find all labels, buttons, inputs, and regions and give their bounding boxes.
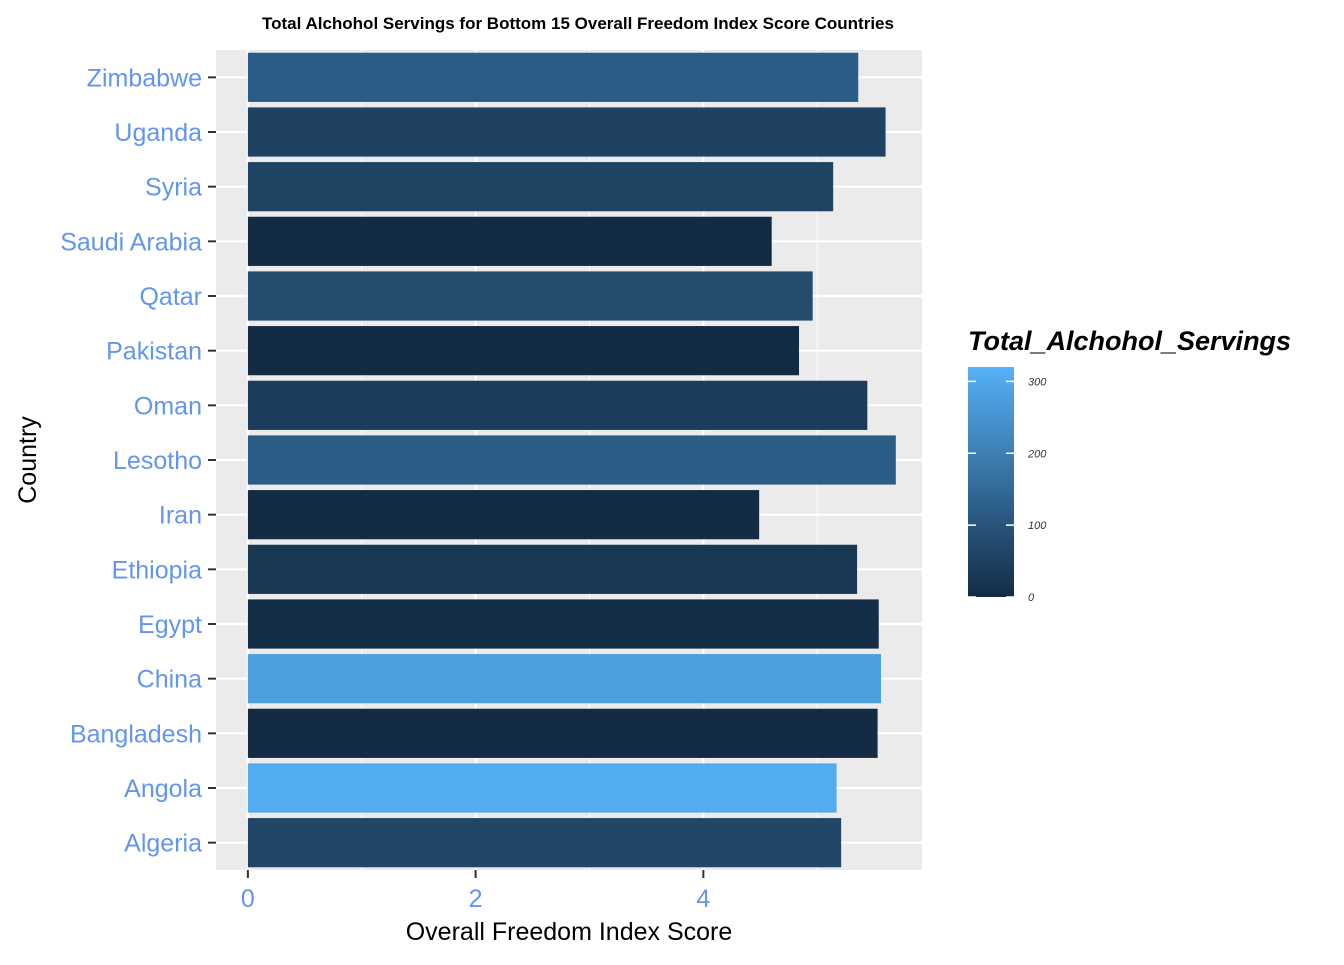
bar-egypt [247, 599, 879, 649]
bar-zimbabwe [247, 52, 859, 102]
chart-title: Total Alchohol Servings for Bottom 15 Ov… [262, 14, 894, 33]
x-axis-title: Overall Freedom Index Score [406, 918, 733, 946]
bar-iran [247, 490, 760, 540]
legend: Total_Alchohol_Servings 0 100 200 300 [968, 326, 1291, 604]
y-axis: Algeria Angola Bangladesh China Egypt Ethiopi… [60, 64, 216, 858]
legend-ticks: 0 100 200 300 [968, 376, 1047, 604]
bar-oman [247, 380, 868, 430]
legend-tick-label: 0 [1028, 592, 1035, 604]
y-tick-label: Zimbabwe [87, 64, 202, 92]
y-tick-label: Algeria [124, 830, 202, 858]
legend-tick-label: 100 [1028, 520, 1047, 532]
x-axis: 0 2 4 [241, 870, 710, 913]
bar-uganda [247, 107, 886, 157]
legend-colorbar [968, 367, 1014, 597]
bar-algeria [247, 818, 842, 868]
y-tick-label: Angola [124, 775, 202, 803]
bar-pakistan [247, 326, 800, 376]
x-tick-label: 4 [696, 885, 710, 913]
bar-lesotho [247, 435, 896, 485]
y-tick-label: Saudi Arabia [60, 228, 202, 256]
y-tick-label: Bangladesh [70, 720, 202, 748]
y-tick-label: China [137, 666, 202, 694]
y-tick-label: Qatar [139, 283, 202, 311]
bar-saudi-arabia [247, 216, 772, 266]
y-tick-label: Ethiopia [112, 556, 202, 584]
x-tick-label: 0 [241, 885, 255, 913]
y-tick-label: Uganda [114, 119, 202, 147]
y-tick-label: Iran [159, 502, 202, 530]
bar-china [247, 654, 882, 704]
y-tick-label: Syria [145, 174, 202, 202]
bars [247, 52, 896, 868]
bar-qatar [247, 271, 813, 321]
y-tick-label: Oman [134, 392, 202, 420]
legend-tick-label: 200 [1027, 448, 1047, 460]
x-tick-label: 2 [469, 885, 483, 913]
bar-syria [247, 162, 834, 212]
y-axis-title: Country [14, 416, 42, 504]
y-tick-label: Pakistan [106, 338, 202, 366]
legend-tick-label: 300 [1028, 376, 1047, 388]
y-tick-label: Lesotho [113, 447, 202, 475]
legend-title: Total_Alchohol_Servings [968, 326, 1291, 356]
bar-angola [247, 763, 837, 813]
bar-ethiopia [247, 544, 858, 594]
y-tick-label: Egypt [138, 611, 202, 639]
bar-bangladesh [247, 708, 878, 758]
